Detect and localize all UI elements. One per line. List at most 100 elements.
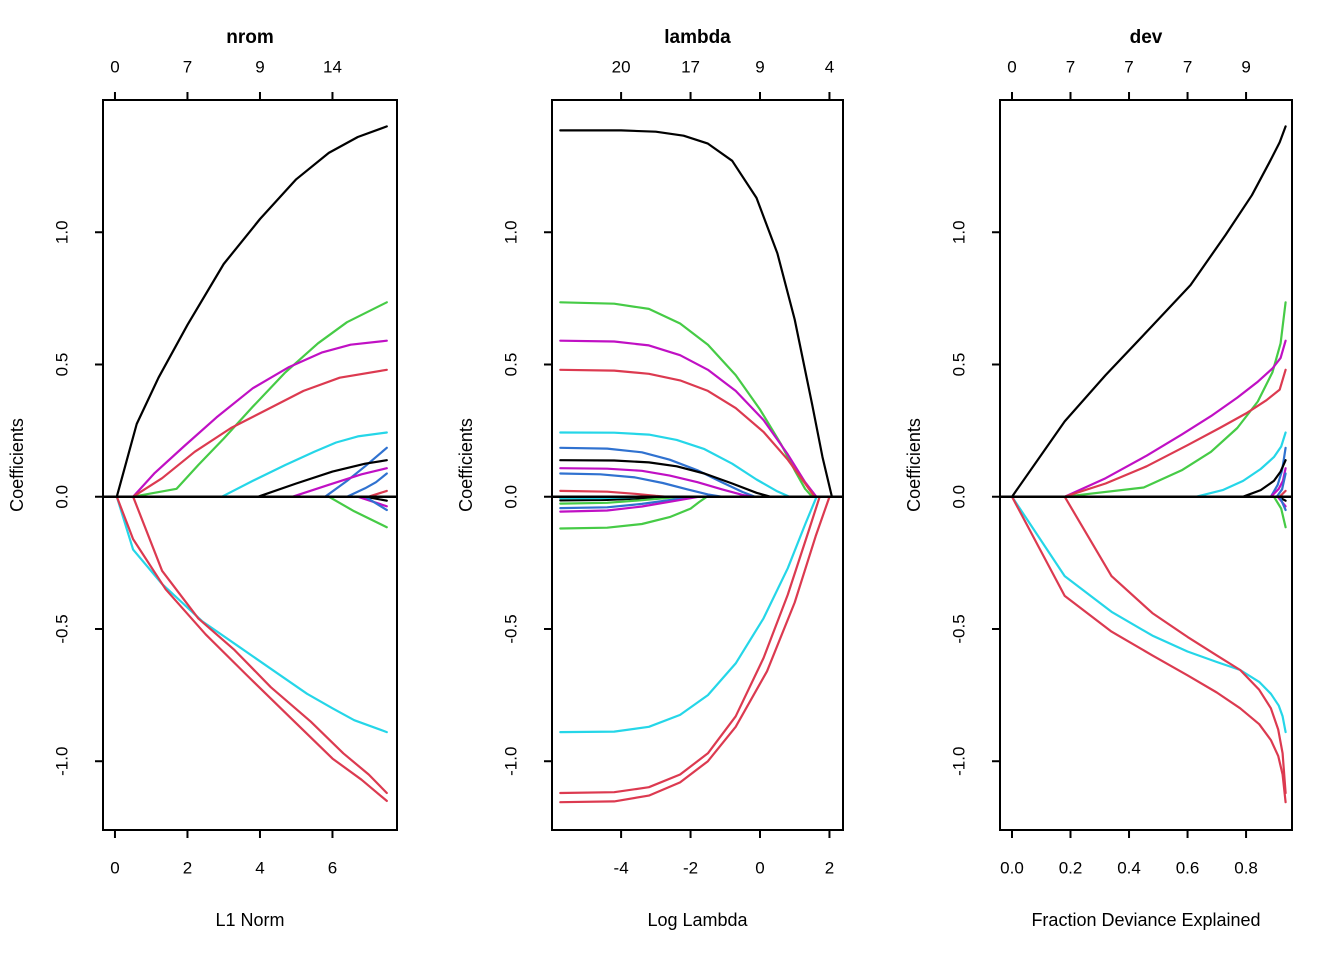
df-tick-label: 7 (183, 57, 192, 76)
y-tick-label: -1.0 (949, 747, 968, 776)
coef-blue-2-path (559, 472, 723, 498)
coef-blue-steep-path (559, 446, 756, 498)
coef-black-2-path (559, 459, 772, 498)
df-tick-label: 9 (1241, 57, 1250, 76)
x-tick-label: 2 (183, 858, 192, 877)
x-axis-title: Fraction Deviance Explained (1031, 910, 1260, 930)
coef-red-up-path (132, 368, 388, 498)
df-tick-label: 14 (323, 57, 342, 76)
y-tick-label: 1.0 (52, 220, 71, 244)
coef-black-main-path (115, 125, 388, 498)
y-tick-label: 0.0 (501, 485, 520, 509)
df-tick-label: 0 (1007, 57, 1016, 76)
coef-cyan-up-path (220, 431, 388, 498)
x-tick-label: 2 (825, 858, 834, 877)
x-tick-label: 4 (255, 858, 264, 877)
coef-red-up-path (1063, 368, 1287, 498)
plot-border (999, 99, 1293, 831)
df-tick-label: 7 (1124, 57, 1133, 76)
y-tick-label: 0.5 (501, 353, 520, 377)
panel-lambda: -4 -2 0 2 20 17 9 4 -1.0 -0.5 0.0 0.5 1.0 lambda Log L… (456, 27, 844, 930)
df-tick-label: 0 (110, 57, 119, 76)
x-tick-label: 0.6 (1176, 858, 1200, 877)
coef-cyan-up-path (559, 431, 791, 498)
y-tick-label: -1.0 (52, 747, 71, 776)
x-tick-label: 6 (328, 858, 337, 877)
df-tick-label: 9 (755, 57, 764, 76)
plot-border (551, 99, 844, 831)
coef-magenta-main-path (1063, 339, 1287, 498)
coef-blue-2-path (345, 472, 388, 498)
y-tick-label: 1.0 (501, 220, 520, 244)
coef-cyan-up-path (1195, 431, 1287, 498)
coef-blue-tiny-path (559, 495, 696, 510)
coef-magenta-main-path (559, 339, 818, 498)
coef-green-down-path (327, 495, 388, 529)
coef-blue-tiny-path (364, 495, 388, 512)
coef-green-main-path (1063, 301, 1287, 498)
y-tick-label: 0.5 (949, 353, 968, 377)
coef-green-main-path (132, 301, 388, 498)
x-tick-label: -2 (683, 858, 698, 877)
y-tick-label: 0.5 (52, 353, 71, 377)
df-tick-label: 9 (255, 57, 264, 76)
coef-magenta-2-path (291, 467, 388, 498)
coef-green-main-path (559, 301, 814, 498)
coef-black-main-path (1010, 125, 1287, 498)
coef-green-down-path (559, 495, 709, 530)
panel-title: lambda (664, 27, 731, 48)
y-tick-label: -1.0 (501, 747, 520, 776)
x-tick-label: 0 (110, 858, 119, 877)
coef-cyan-down-path (1010, 495, 1287, 734)
df-tick-label: 17 (681, 57, 700, 76)
y-tick-label: 0.0 (52, 485, 71, 509)
panel-title: dev (1130, 27, 1163, 48)
panel-nrom: 0 2 4 6 0 7 9 14 -1.0 -0.5 0.0 0.5 1.0 nrom L1 Norm Coe… (7, 27, 398, 930)
coef-red-down-a-path (115, 495, 388, 803)
coef-red-down-a-path (1010, 495, 1287, 804)
coef-magenta-tiny-path (559, 495, 701, 513)
x-tick-label: -4 (614, 858, 629, 877)
y-axis-title: Coefficients (456, 418, 476, 512)
coef-green-down-path (1272, 495, 1287, 529)
x-tick-label: 0.4 (1117, 858, 1141, 877)
y-axis-title: Coefficients (7, 418, 27, 512)
coef-black-main-path (559, 129, 834, 498)
coef-magenta-2-path (559, 467, 755, 498)
plot-border (102, 99, 398, 831)
x-tick-label: 0 (755, 858, 764, 877)
x-tick-label: 0.8 (1234, 858, 1258, 877)
coef-cyan-down-path (115, 495, 388, 734)
df-tick-label: 7 (1066, 57, 1075, 76)
x-axis-title: L1 Norm (215, 910, 284, 930)
y-tick-label: -0.5 (949, 614, 968, 643)
df-tick-label: 20 (612, 57, 631, 76)
x-axis-title: Log Lambda (647, 910, 748, 930)
coef-red-up-path (559, 368, 816, 498)
coef-blue-tiny-path (1278, 495, 1287, 512)
coef-blue-steep-path (1269, 446, 1287, 498)
coef-black-2-path (257, 459, 388, 498)
coef-red-down-a-path (559, 495, 831, 804)
panel-dev: 0.0 0.2 0.4 0.6 0.8 0 7 7 7 9 -1.0 -0.5 0.0 0.5 1.0 dev… (904, 27, 1293, 930)
coef-cyan-down-path (559, 495, 818, 734)
y-tick-label: -0.5 (501, 614, 520, 643)
coef-blue-2-path (1275, 472, 1287, 498)
coef-black-2-path (1241, 459, 1287, 498)
coef-red-down-b-path (132, 495, 388, 795)
coef-red-down-b-path (559, 495, 821, 795)
df-tick-label: 4 (825, 57, 834, 76)
df-tick-label: 7 (1183, 57, 1192, 76)
panel-title: nrom (226, 27, 274, 48)
y-tick-label: 1.0 (949, 220, 968, 244)
x-tick-label: 0.2 (1059, 858, 1083, 877)
y-axis-title: Coefficients (904, 418, 924, 512)
y-tick-label: 0.0 (949, 485, 968, 509)
y-tick-label: -0.5 (52, 614, 71, 643)
coef-red-down-b-path (1063, 495, 1287, 795)
coef-blue-steep-path (324, 446, 388, 498)
x-tick-label: 0.0 (1000, 858, 1024, 877)
coef-magenta-main-path (132, 339, 388, 498)
